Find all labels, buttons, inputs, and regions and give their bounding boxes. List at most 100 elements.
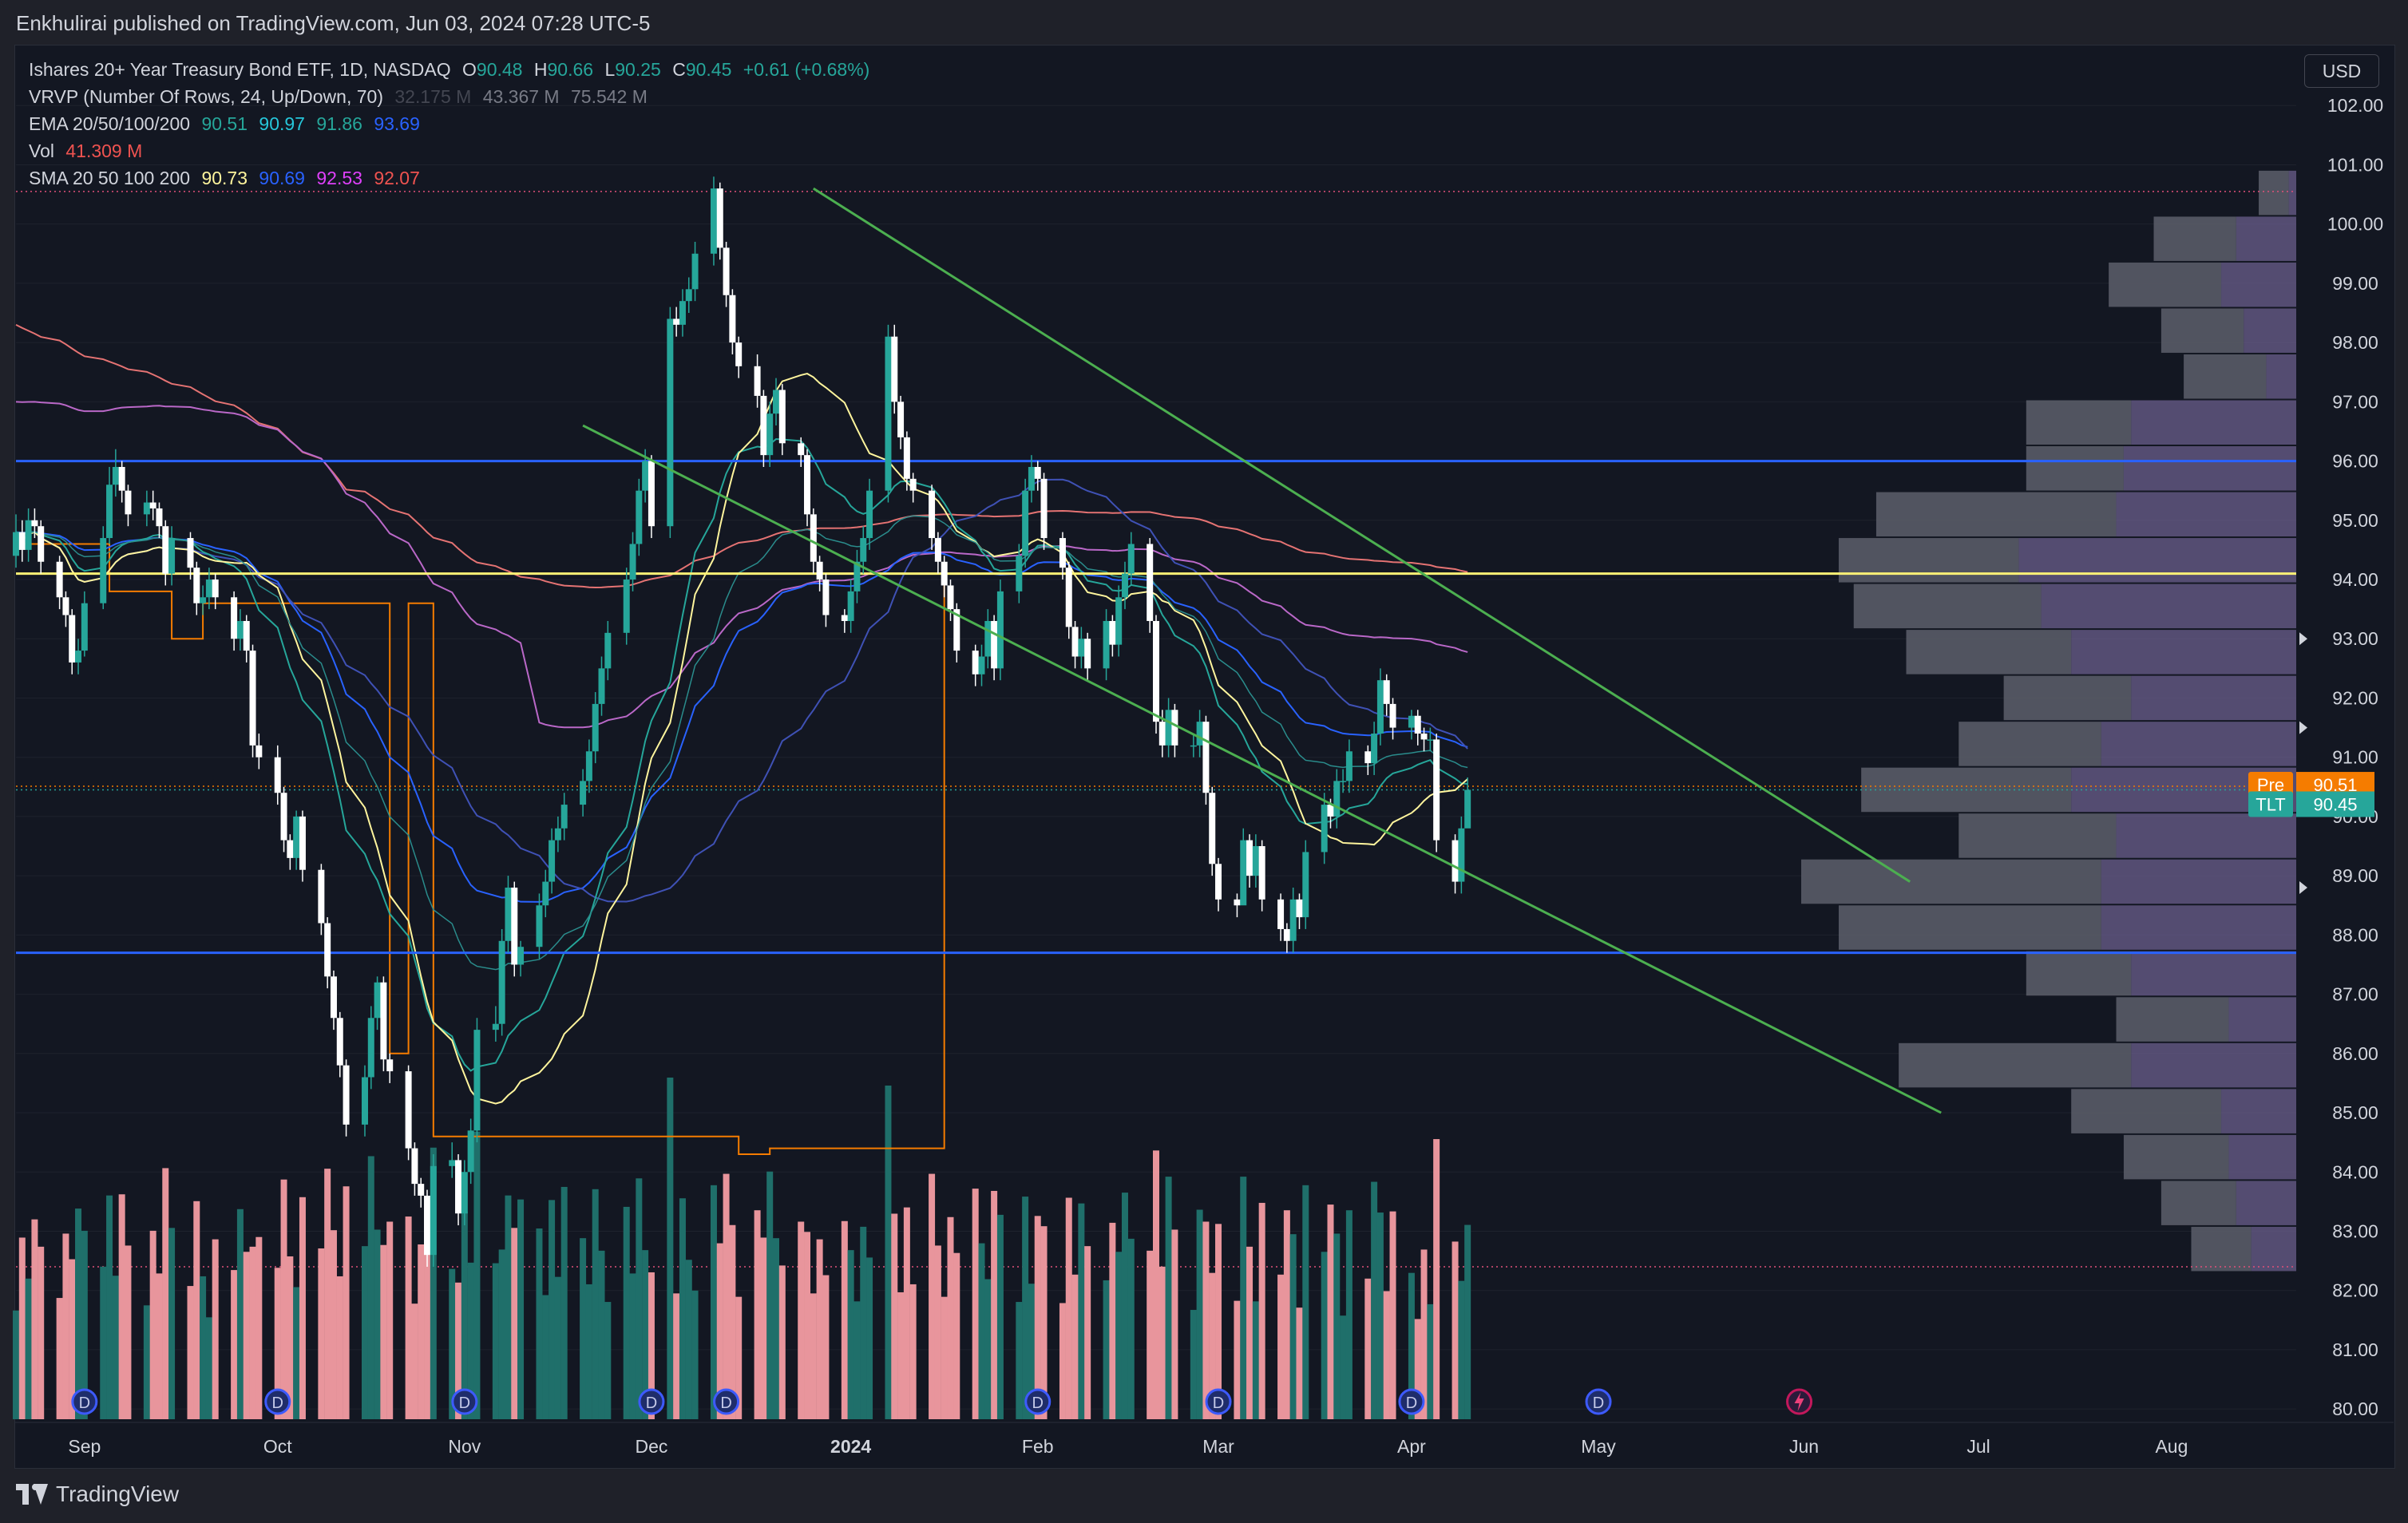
legend-vrvp-row[interactable]: VRVP (Number Of Rows, 24, Up/Down, 70) 3… [29,83,876,110]
volume-bar [1333,1233,1341,1419]
candle [1028,455,1035,503]
volume-bar [623,1206,630,1419]
volume-bar [636,1178,643,1419]
candle-body [710,188,717,254]
volume-bar [810,1293,817,1419]
tradingview-logo-icon [16,1484,48,1505]
volume-bar [1321,1252,1328,1419]
candle-body [1202,722,1210,793]
candle-body [984,620,992,657]
volume-bar [324,1169,331,1419]
moving-averages [15,323,1468,1105]
price-tick-label: 87.00 [2332,984,2378,1005]
candle [1084,632,1091,681]
vrvp-bar-up [2153,216,2236,261]
candle-body [318,869,325,924]
candle-body [18,532,26,550]
candle-body [187,538,194,568]
candle [112,449,119,497]
legend-sma-row[interactable]: SMA 20 50 100 200 90.73 90.69 92.53 92.0… [29,164,876,192]
candle-body [517,947,525,965]
volume-bar [1196,1209,1203,1419]
candle-body [418,1184,425,1196]
vrvp-bar-down [2131,1042,2296,1088]
symbol-name: Ishares 20+ Year Treasury Bond ETF, 1D, … [29,59,451,80]
candle [187,532,194,580]
ema100-value: 91.86 [316,113,362,134]
dividend-marker-label: D [459,1394,470,1412]
vrvp-bar-down [2018,538,2296,583]
candle-body [411,1148,418,1185]
candle [193,561,200,615]
candle-body [473,1030,481,1131]
volume-bar [729,1224,736,1419]
volume-bar [972,1189,979,1419]
upper-channel [813,187,1911,883]
volume-bar [1289,1234,1297,1419]
candle [685,277,692,314]
ema50-line [15,531,1468,903]
volume-bar [1240,1177,1247,1419]
candle [374,976,381,1030]
candle [511,881,518,977]
candle-body [1215,864,1222,900]
candle [1333,769,1341,829]
candle [996,580,1004,681]
candle [1165,698,1172,758]
candle [1109,615,1116,657]
sma20-value: 90.73 [201,168,248,188]
vrvp-bar-up [1853,583,2042,629]
candle [212,573,219,610]
volume-bar [386,1221,394,1419]
volume-bar [1389,1211,1396,1419]
candle [929,485,936,550]
tradingview-logo[interactable]: TradingView [16,1481,179,1507]
candle-body [162,526,169,574]
volume-bar [1190,1310,1197,1419]
candle [461,1160,468,1226]
vrvp-bar-up [2184,354,2267,399]
volume-bar [1252,1301,1259,1419]
candle-body [1408,715,1415,728]
candle [754,354,761,408]
ema-label: EMA 20/50/100/200 [29,113,191,134]
volume-bar [498,1249,505,1419]
candle-body [1121,573,1128,598]
candle-body [1289,899,1297,941]
candle-body [1414,715,1421,734]
volume-bar [1028,1284,1035,1419]
volume-bar [1109,1222,1116,1419]
candle-body [367,1018,374,1078]
candle-body [1022,490,1029,556]
currency-button[interactable]: USD [2304,54,2379,88]
price-tick-label: 84.00 [2332,1161,2378,1182]
candle-body [1452,840,1459,882]
sma200-line [15,323,1468,589]
candle-body [100,538,107,603]
candle-body [1115,597,1123,645]
candle-body [1158,722,1166,746]
vrvp-bar-down [2228,997,2296,1042]
candle [18,520,26,562]
legend-vol-row[interactable]: Vol 41.309 M [29,137,876,164]
candle [498,928,505,1036]
volume-bar [679,1198,686,1419]
candle [679,289,686,337]
candle-body [492,1023,499,1030]
volume-bar [236,1209,244,1419]
candle [473,1018,481,1143]
legend-ema-row[interactable]: EMA 20/50/100/200 90.51 90.97 91.86 93.6… [29,110,876,137]
candle-body [125,490,132,515]
candle-body [1016,556,1023,591]
candle [623,568,630,645]
volume-bar [511,1228,518,1419]
candle-body [1327,805,1334,817]
candle [492,1006,499,1042]
candle [62,591,69,627]
candle [367,1006,374,1090]
dividend-marker-label: D [79,1394,90,1412]
volume-bar [1165,1177,1172,1419]
legend-symbol-row[interactable]: Ishares 20+ Year Treasury Bond ETF, 1D, … [29,56,876,83]
candle-body [149,502,156,508]
